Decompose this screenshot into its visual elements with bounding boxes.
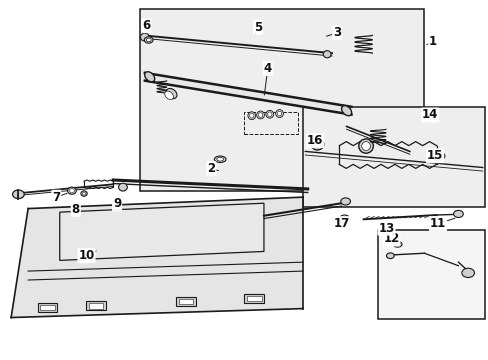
Ellipse shape — [216, 157, 223, 161]
Text: 8: 8 — [72, 203, 80, 216]
Text: 7: 7 — [52, 191, 61, 204]
Ellipse shape — [313, 141, 321, 148]
Ellipse shape — [341, 105, 351, 116]
Bar — [176, 297, 196, 306]
Ellipse shape — [277, 111, 281, 116]
Circle shape — [13, 190, 24, 199]
Text: 14: 14 — [421, 108, 438, 121]
Ellipse shape — [166, 89, 177, 99]
Circle shape — [432, 152, 444, 160]
Text: 2: 2 — [207, 162, 215, 175]
Bar — [246, 296, 261, 301]
Ellipse shape — [310, 139, 323, 150]
Ellipse shape — [67, 187, 76, 194]
Circle shape — [461, 268, 473, 278]
Text: 15: 15 — [426, 149, 443, 162]
Text: 4: 4 — [263, 62, 271, 75]
Polygon shape — [60, 203, 264, 260]
Bar — [86, 301, 106, 310]
Polygon shape — [11, 197, 302, 318]
Circle shape — [144, 37, 153, 43]
Bar — [140, 9, 424, 191]
Text: 3: 3 — [332, 26, 340, 39]
Text: 12: 12 — [383, 233, 399, 246]
Ellipse shape — [394, 243, 399, 246]
Text: 9: 9 — [113, 197, 121, 211]
Ellipse shape — [247, 112, 255, 120]
Bar — [302, 107, 484, 207]
Text: 10: 10 — [78, 249, 94, 262]
Ellipse shape — [392, 242, 401, 247]
Bar — [244, 294, 264, 303]
Ellipse shape — [81, 191, 87, 196]
Text: 1: 1 — [428, 35, 436, 48]
Ellipse shape — [144, 72, 154, 82]
Ellipse shape — [361, 141, 370, 150]
Ellipse shape — [164, 91, 173, 100]
Circle shape — [340, 198, 350, 205]
Ellipse shape — [267, 112, 271, 117]
Bar — [40, 305, 55, 310]
Text: 11: 11 — [429, 217, 445, 230]
Ellipse shape — [214, 156, 225, 162]
Text: 6: 6 — [142, 19, 150, 32]
Ellipse shape — [249, 113, 253, 118]
Ellipse shape — [256, 111, 264, 119]
Ellipse shape — [341, 217, 347, 222]
Ellipse shape — [258, 113, 262, 117]
Circle shape — [435, 154, 442, 158]
Ellipse shape — [140, 33, 149, 41]
Bar — [244, 112, 297, 134]
Circle shape — [453, 210, 462, 217]
Polygon shape — [144, 73, 351, 114]
Ellipse shape — [82, 192, 85, 195]
Ellipse shape — [275, 110, 283, 117]
Text: 13: 13 — [378, 222, 394, 235]
Text: 17: 17 — [333, 217, 349, 230]
Ellipse shape — [69, 189, 74, 193]
Ellipse shape — [323, 51, 330, 58]
Bar — [179, 299, 193, 304]
Circle shape — [386, 253, 393, 258]
Text: 16: 16 — [306, 134, 323, 147]
Ellipse shape — [358, 139, 372, 153]
Text: 5: 5 — [253, 21, 262, 33]
Ellipse shape — [118, 183, 127, 191]
Bar — [89, 303, 103, 309]
Circle shape — [146, 38, 151, 42]
Bar — [377, 230, 484, 319]
Bar — [38, 303, 57, 312]
Ellipse shape — [265, 111, 273, 118]
Ellipse shape — [339, 215, 349, 224]
